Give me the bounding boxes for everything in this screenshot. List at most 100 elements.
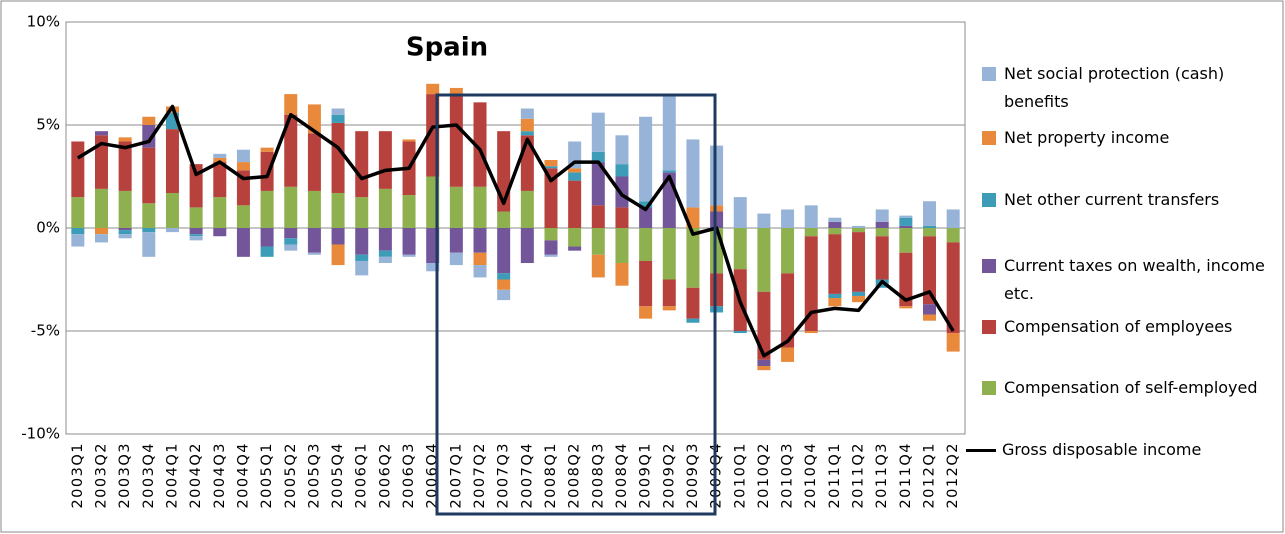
x-tick-label: 2010Q2 [756, 442, 772, 509]
bar-segment [497, 273, 511, 280]
bar-segment [118, 228, 132, 231]
bar-segment [804, 205, 818, 228]
bar-segment [662, 279, 676, 307]
x-tick-label: 2009Q4 [709, 442, 725, 509]
bar-segment [213, 197, 227, 228]
bar-segment [520, 228, 534, 264]
bar-segment [946, 209, 960, 228]
bar-segment [686, 228, 700, 288]
bar-segment [544, 160, 558, 167]
bar-segment [544, 228, 558, 241]
bar-segment [189, 164, 203, 208]
bar-segment [662, 306, 676, 311]
bar-segment [165, 228, 179, 233]
x-tick-label: 2003Q2 [93, 442, 109, 509]
bar-segment [331, 122, 345, 193]
bar-segment [852, 228, 866, 233]
bar-segment [591, 205, 605, 228]
bar-segment [307, 228, 321, 253]
bar-segment [260, 246, 274, 257]
bar-segment [639, 306, 653, 319]
bar-segment [284, 228, 298, 239]
bar-segment [94, 131, 108, 136]
x-tick-label: 2005Q1 [259, 442, 275, 509]
bar-segment [260, 228, 274, 247]
bar-segment [189, 236, 203, 241]
bar-segment [639, 116, 653, 202]
x-tick-label: 2011Q1 [827, 442, 843, 509]
x-tick-label: 2009Q2 [661, 442, 677, 509]
bar-segment [591, 151, 605, 163]
bar-segment [639, 260, 653, 307]
bar-segment [639, 228, 653, 261]
bar-segment [497, 211, 511, 228]
bar-segment [662, 170, 676, 173]
bar-segment [544, 168, 558, 228]
bar-segment [165, 192, 179, 228]
bar-segment [355, 131, 369, 198]
bar-segment [71, 228, 85, 235]
x-tick-label: 2004Q4 [235, 442, 251, 509]
bar-segment [639, 201, 653, 208]
x-tick-label: 2004Q1 [164, 442, 180, 509]
x-tick-label: 2012Q1 [922, 442, 938, 509]
x-tick-label: 2011Q3 [874, 442, 890, 509]
bar-segment [236, 205, 250, 228]
bar-segment [781, 209, 795, 228]
legend-swatch [982, 67, 996, 81]
legend-label: Net other current transfers [1004, 190, 1220, 209]
x-tick-label: 2007Q1 [448, 442, 464, 509]
bar-segment [828, 234, 842, 294]
x-tick-label: 2003Q3 [117, 442, 133, 509]
legend-swatch [982, 193, 996, 207]
bar-segment [923, 201, 937, 226]
bar-segment [284, 238, 298, 245]
bar-segment [923, 225, 937, 228]
bar-segment [923, 314, 937, 321]
bar-segment [142, 147, 156, 204]
legend-swatch [982, 381, 996, 395]
legend-swatch [966, 449, 996, 452]
y-tick-label: 10% [27, 13, 60, 31]
bar-segment [568, 172, 582, 181]
bar-segment [899, 252, 913, 307]
x-tick-label: 2005Q3 [306, 442, 322, 509]
bar-segment [946, 333, 960, 352]
bar-segment [331, 192, 345, 228]
bar-segment [449, 87, 463, 95]
x-tick-label: 2003Q1 [70, 442, 86, 509]
bar-segment [615, 176, 629, 208]
bar-segment [615, 228, 629, 264]
legend-item: Net other current transfers [982, 186, 1272, 214]
bar-segment [307, 190, 321, 228]
bar-segment [568, 228, 582, 247]
bar-segment [142, 116, 156, 125]
bar-segment [899, 215, 913, 218]
y-tick-label: -10% [21, 425, 60, 443]
bar-segment [804, 236, 818, 331]
bar-segment [899, 228, 913, 253]
bar-segment [473, 265, 487, 278]
bar-segment [757, 291, 771, 360]
bar-segment [260, 147, 274, 152]
bar-segment [284, 114, 298, 187]
bar-segment [94, 135, 108, 189]
x-tick-label: 2010Q1 [732, 442, 748, 509]
bar-segment [213, 157, 227, 163]
x-tick-label: 2006Q3 [401, 442, 417, 509]
legend-label: Gross disposable income [1002, 440, 1202, 459]
bar-segment [520, 118, 534, 132]
x-tick-label: 2009Q1 [638, 442, 654, 509]
chart-title: Spain [406, 33, 488, 63]
bar-segment [331, 108, 345, 115]
bar-segment [284, 94, 298, 115]
bar-segment [568, 246, 582, 251]
x-tick-label: 2008Q3 [590, 442, 606, 509]
bar-segment [544, 254, 558, 257]
bar-segment [946, 242, 960, 334]
bar-segment [71, 197, 85, 228]
bar-segment [615, 263, 629, 286]
